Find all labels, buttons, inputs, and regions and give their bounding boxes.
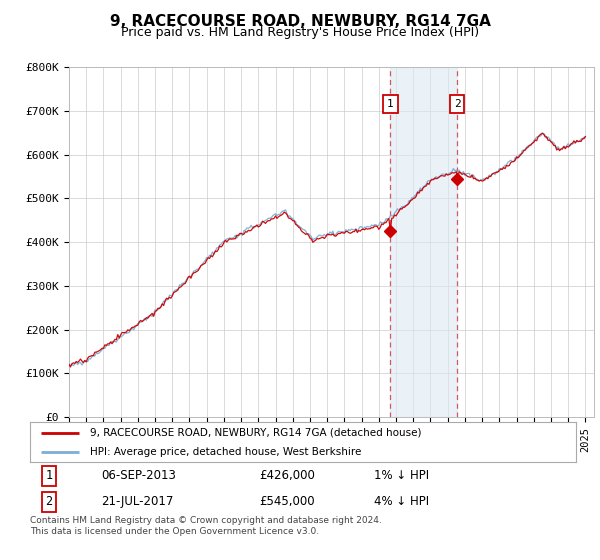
Text: 21-JUL-2017: 21-JUL-2017 <box>101 496 173 508</box>
Text: 9, RACECOURSE ROAD, NEWBURY, RG14 7GA (detached house): 9, RACECOURSE ROAD, NEWBURY, RG14 7GA (d… <box>90 428 422 438</box>
Text: 2: 2 <box>454 99 461 109</box>
Text: HPI: Average price, detached house, West Berkshire: HPI: Average price, detached house, West… <box>90 447 361 457</box>
Text: Contains HM Land Registry data © Crown copyright and database right 2024.
This d: Contains HM Land Registry data © Crown c… <box>30 516 382 536</box>
Text: 1: 1 <box>387 99 394 109</box>
Text: £545,000: £545,000 <box>259 496 315 508</box>
Text: 4% ↓ HPI: 4% ↓ HPI <box>374 496 429 508</box>
Text: Price paid vs. HM Land Registry's House Price Index (HPI): Price paid vs. HM Land Registry's House … <box>121 26 479 39</box>
Text: 9, RACECOURSE ROAD, NEWBURY, RG14 7GA: 9, RACECOURSE ROAD, NEWBURY, RG14 7GA <box>110 14 490 29</box>
Text: £426,000: £426,000 <box>259 469 315 482</box>
Text: 06-SEP-2013: 06-SEP-2013 <box>101 469 176 482</box>
Text: 2: 2 <box>46 496 53 508</box>
Text: 1% ↓ HPI: 1% ↓ HPI <box>374 469 429 482</box>
Bar <box>391 67 457 417</box>
Text: 1: 1 <box>46 469 53 482</box>
